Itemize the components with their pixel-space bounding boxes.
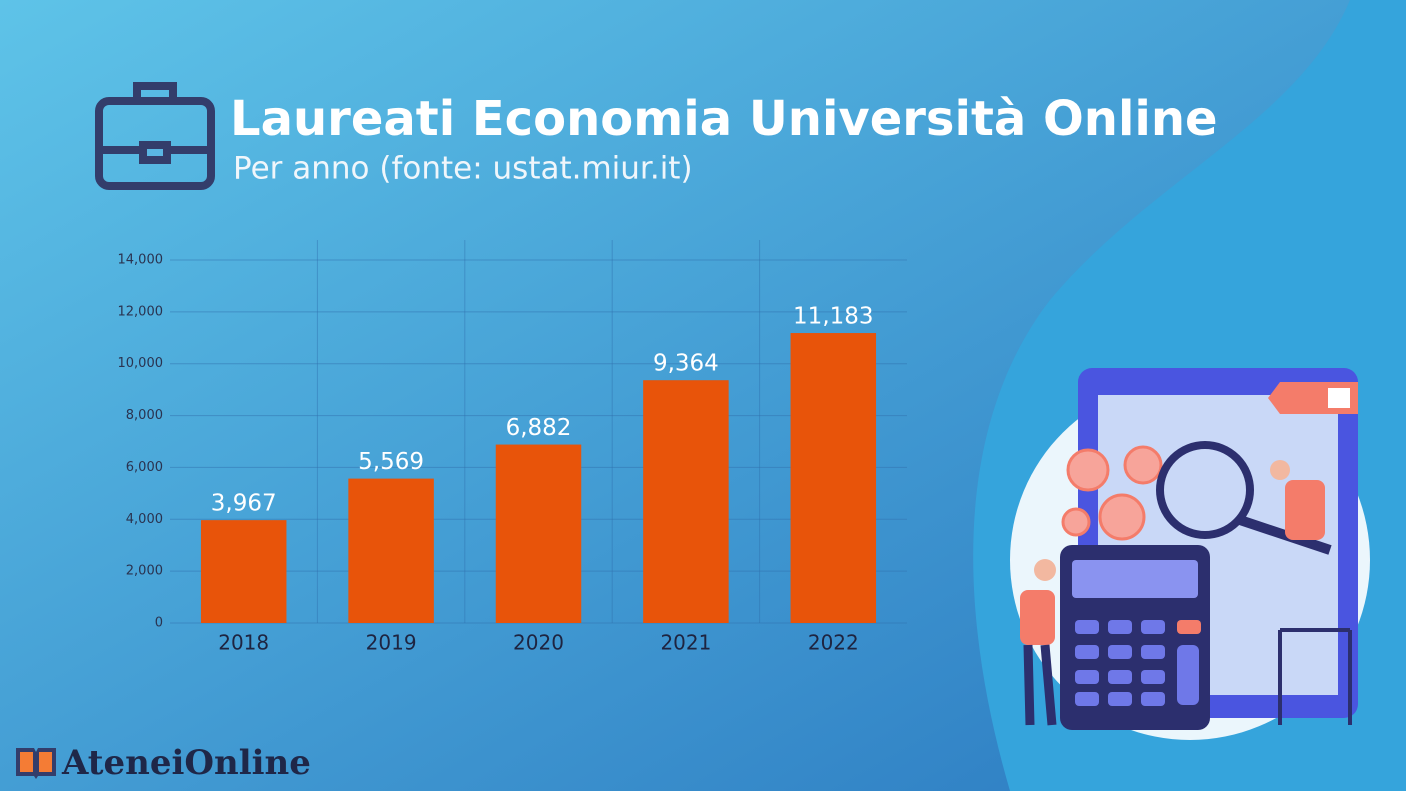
x-tick-label: 2021 bbox=[660, 631, 711, 655]
chart-subtitle: Per anno (fonte: ustat.miur.it) bbox=[233, 151, 693, 187]
illustration bbox=[1010, 368, 1370, 740]
x-tick-label: 2019 bbox=[366, 631, 417, 655]
value-label: 6,882 bbox=[506, 415, 572, 441]
value-label: 9,364 bbox=[653, 351, 719, 377]
value-label: 5,569 bbox=[358, 449, 424, 475]
brand-logo bbox=[16, 748, 56, 779]
bar bbox=[790, 333, 877, 623]
brand-name: AteneiOnline bbox=[61, 743, 311, 783]
value-label: 11,183 bbox=[793, 304, 873, 330]
x-tick-label: 2018 bbox=[218, 631, 269, 655]
bar bbox=[348, 478, 434, 623]
bar bbox=[495, 444, 582, 623]
y-tick-label: 4,000 bbox=[126, 512, 163, 527]
y-tick-label: 12,000 bbox=[118, 304, 164, 319]
value-label: 3,967 bbox=[211, 491, 277, 517]
y-tick-label: 2,000 bbox=[126, 564, 163, 579]
bar bbox=[200, 520, 287, 623]
briefcase-icon bbox=[95, 82, 215, 190]
x-tick-label: 2022 bbox=[808, 631, 859, 655]
y-tick-label: 6,000 bbox=[126, 460, 163, 475]
y-tick-label: 10,000 bbox=[118, 356, 164, 371]
y-tick-label: 0 bbox=[155, 616, 163, 631]
x-tick-label: 2020 bbox=[513, 631, 564, 655]
y-tick-label: 14,000 bbox=[118, 253, 164, 268]
y-tick-label: 8,000 bbox=[126, 408, 163, 423]
chart-title: Laureati Economia Università Online bbox=[230, 91, 1218, 147]
bar bbox=[643, 380, 729, 623]
